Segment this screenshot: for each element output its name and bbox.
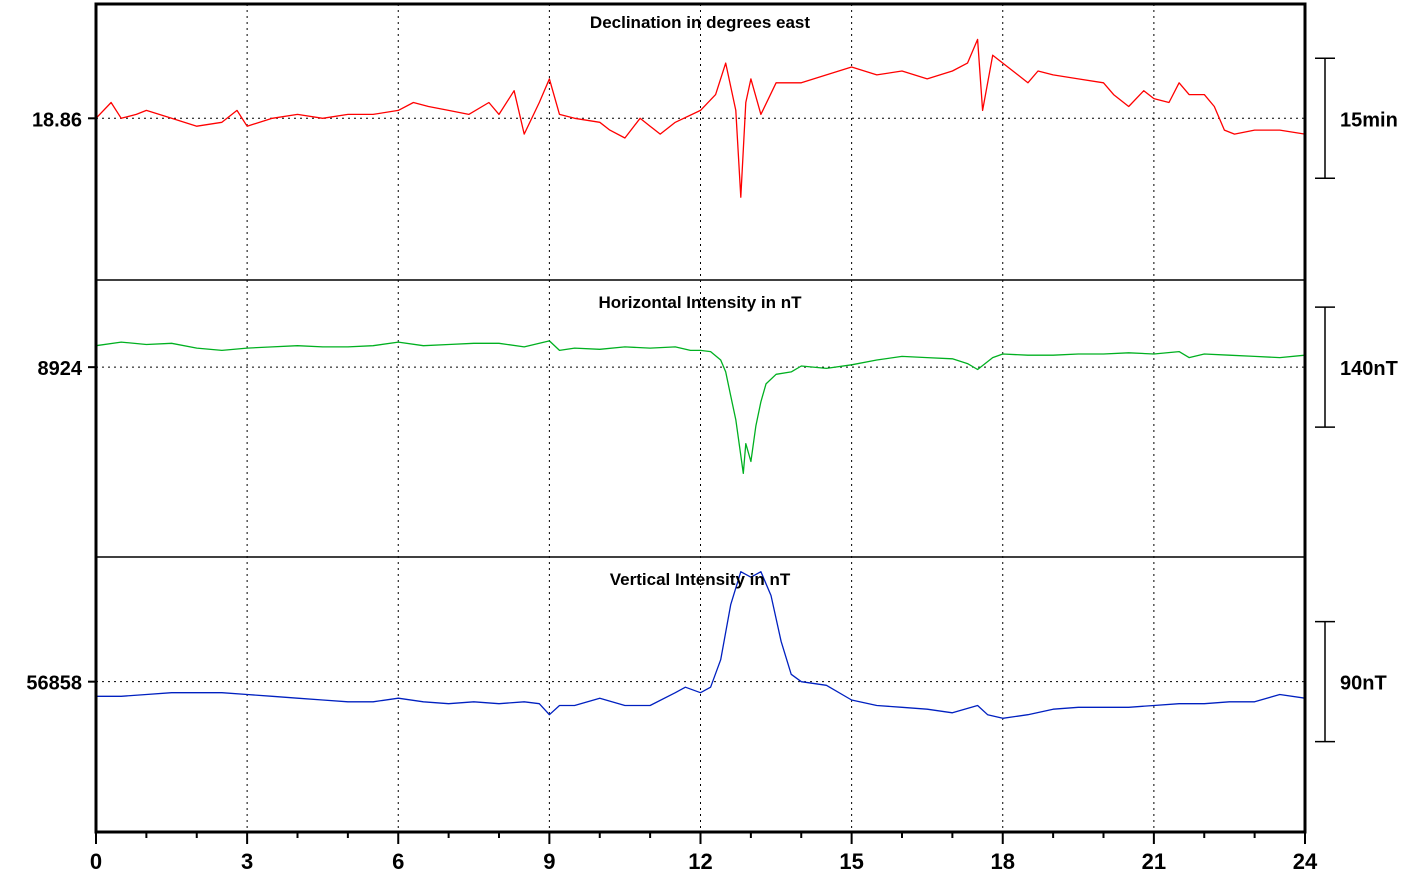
baseline-label-0: 18.86 [32,109,82,131]
scale-label-2: 90nT [1340,673,1387,695]
series-line-1 [95,340,1306,475]
x-tick-label-6: 6 [392,849,404,874]
series-line-2 [96,571,1306,719]
x-tick-label-9: 9 [543,849,555,874]
x-tick-label-24: 24 [1293,849,1318,874]
frame-layer [88,2,1335,844]
x-tick-label-12: 12 [688,849,712,874]
panel-title-2: Vertical Intensity in nT [610,570,791,589]
panel-title-0: Declination in degrees east [590,13,810,32]
scale-label-1: 140nT [1340,358,1398,380]
grid-layer [96,4,1305,832]
baseline-label-2: 56858 [26,673,82,695]
x-tick-label-3: 3 [241,849,253,874]
scale-label-0: 15min [1340,109,1398,131]
baseline-label-1: 8924 [38,358,83,380]
x-tick-label-15: 15 [839,849,863,874]
x-tick-label-21: 21 [1142,849,1166,874]
x-tick-label-0: 0 [90,849,102,874]
series-layer [95,38,1306,719]
panel-title-1: Horizontal Intensity in nT [598,293,802,312]
text-layer: Declination in degrees east 18.86 15min Hor… [26,13,1397,874]
x-tick-label-18: 18 [991,849,1015,874]
series-line-0 [95,38,1306,198]
